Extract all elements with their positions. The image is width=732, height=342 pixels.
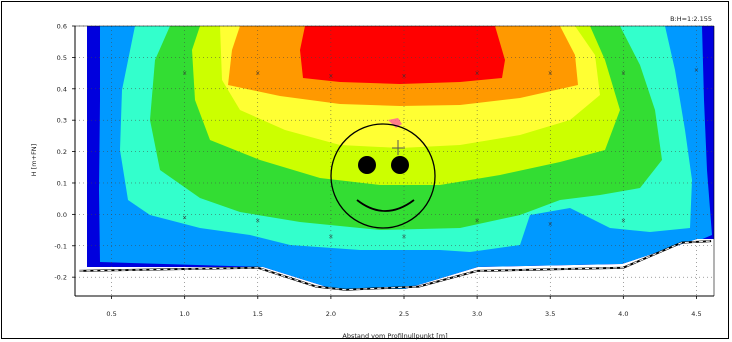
- measurement-point: ×: [182, 215, 187, 222]
- measurement-point: ×: [255, 218, 260, 225]
- measurement-point: ×: [548, 221, 553, 228]
- bed-profile-dashed-line: [79, 240, 712, 291]
- y-tick-labels: 0.6 0.5 0.4 0.3 0.2 0.1 0.0 -0.1 -0.2: [54, 23, 75, 282]
- y-tick-label: 0.3: [57, 117, 67, 125]
- smiley-face-icon: [330, 118, 436, 229]
- measurement-point: ×: [255, 70, 260, 77]
- y-tick-label: 0.0: [57, 211, 67, 219]
- x-tick-label: 0.5: [106, 310, 116, 318]
- smiley-left-eye-icon: [358, 156, 376, 174]
- x-tick-label: 3.5: [545, 310, 555, 318]
- smiley-mouth-icon: [356, 199, 415, 212]
- smiley-outline-icon: [330, 123, 436, 229]
- x-tick-labels: 0.5 1.0 1.5 2.0 2.5 3.0 3.5 4.0 4.5: [106, 296, 702, 318]
- y-axis-label: H [m+FN]: [30, 144, 38, 176]
- x-tick-label: 4.0: [618, 310, 628, 318]
- measurement-point: ×: [621, 70, 626, 77]
- contour-bands: [87, 26, 714, 289]
- y-tick-label: 0.1: [57, 179, 67, 187]
- measurement-point: ×: [548, 70, 553, 77]
- y-tick-label: -0.1: [54, 242, 67, 250]
- x-axis-label: Abstand vom Profilnullpunkt [m]: [342, 332, 447, 340]
- x-tick-label: 1.0: [179, 310, 189, 318]
- measurement-point: ×: [475, 218, 480, 225]
- measurement-point: ×: [475, 70, 480, 77]
- scale-ratio-label: B:H=1:2.155: [670, 15, 712, 23]
- y-tick-label: 0.2: [57, 148, 67, 156]
- measurement-point: ×: [401, 233, 406, 240]
- measurement-point: ×: [182, 70, 187, 77]
- x-tick-label: 2.0: [326, 310, 336, 318]
- x-tick-label: 1.5: [253, 310, 263, 318]
- y-tick-label: -0.2: [54, 274, 67, 282]
- measurement-point: ×: [328, 233, 333, 240]
- y-tick-label: 0.6: [57, 23, 67, 31]
- measurement-point: ×: [401, 73, 406, 80]
- measurement-point: ×: [694, 67, 699, 74]
- x-tick-label: 4.5: [691, 310, 701, 318]
- measurement-points: × × × × × × × × × × × × × × ×: [182, 67, 699, 240]
- y-tick-label: 0.5: [57, 54, 67, 62]
- x-tick-label: 2.5: [399, 310, 409, 318]
- smiley-right-eye-icon: [391, 156, 409, 174]
- y-tick-label: 0.4: [57, 85, 67, 93]
- pink-marker-icon: [388, 118, 402, 128]
- x-tick-label: 3.0: [472, 310, 482, 318]
- measurement-point: ×: [621, 218, 626, 225]
- measurement-point: ×: [328, 73, 333, 80]
- band-level-7: [300, 26, 505, 84]
